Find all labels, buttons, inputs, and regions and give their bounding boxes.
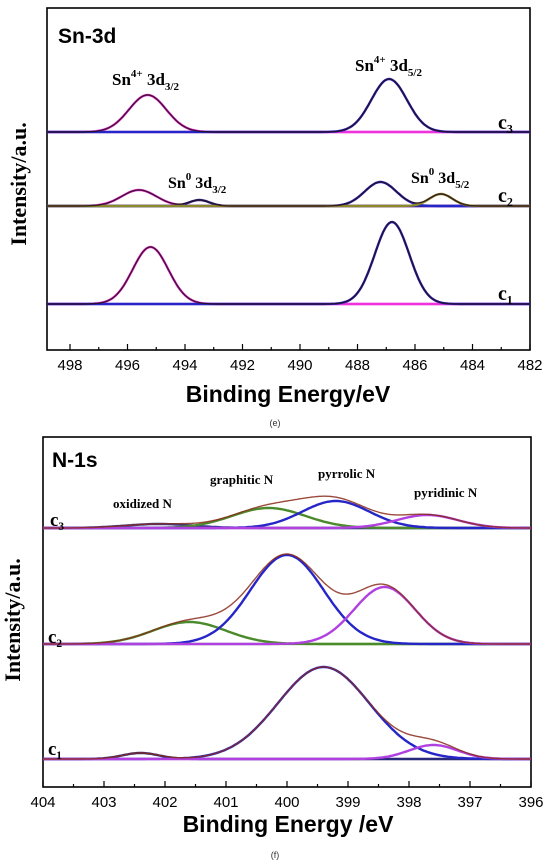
envelope-curve-3 xyxy=(47,221,530,305)
n-1s-y-axis-label: Intensity/a.u. xyxy=(0,558,25,681)
fit-component-3-3 xyxy=(43,743,531,761)
fit-component-1-1 xyxy=(47,93,530,134)
envelope-curve-2 xyxy=(47,181,530,207)
x-tick-label: 494 xyxy=(172,357,197,374)
fit-component-3-2 xyxy=(43,665,531,761)
x-tick-label: 486 xyxy=(402,357,427,374)
x-tick-label: 482 xyxy=(517,357,542,374)
n-1s-title: N-1s xyxy=(52,449,98,472)
series-label-c1: c₁ xyxy=(498,283,513,305)
series-label-c3: c₃ xyxy=(498,112,513,134)
x-tick-label: 397 xyxy=(457,794,482,811)
sn-3d-x-axis-label: Binding Energy/eV xyxy=(186,381,391,407)
envelope-curve-1 xyxy=(43,495,531,529)
annotation-graphitic-n: graphitic N xyxy=(210,472,274,487)
panel-f-caption: (f) xyxy=(271,850,280,860)
x-tick-label: 396 xyxy=(518,794,543,811)
x-tick-label: 401 xyxy=(213,794,238,811)
series-label-c2: c₂ xyxy=(498,185,513,207)
series-label-c2: c₂ xyxy=(48,627,62,648)
panel-e-caption: (e) xyxy=(270,418,281,428)
x-tick-label: 403 xyxy=(91,794,116,811)
fit-component-2-2 xyxy=(43,553,531,646)
annotation-sn0-3d32: Sn0 3d3/2 xyxy=(168,171,227,196)
n-1s-x-axis-label: Binding Energy /eV xyxy=(183,811,395,837)
x-tick-label: 402 xyxy=(152,794,177,811)
envelope-curve-2 xyxy=(43,553,531,645)
x-tick-label: 404 xyxy=(30,794,55,811)
annotation-pyrrolic-n: pyrrolic N xyxy=(318,466,376,481)
envelope-curve-1 xyxy=(47,78,530,133)
x-tick-label: 400 xyxy=(274,794,299,811)
x-tick-label: 496 xyxy=(115,357,140,374)
annotation-pyridinic-n: pyridinic N xyxy=(414,485,478,500)
sn-3d-title: Sn-3d xyxy=(58,25,116,48)
x-tick-label: 399 xyxy=(335,794,360,811)
annotation-oxidized-n: oxidized N xyxy=(113,496,172,511)
envelope-curve-3 xyxy=(43,666,531,760)
annotation-sn4-3d52: Sn4+ 3d5/2 xyxy=(355,54,422,79)
fit-component-2-3 xyxy=(43,585,531,646)
series-label-c1: c₁ xyxy=(48,739,62,760)
x-tick-label: 488 xyxy=(345,357,370,374)
x-tick-label: 490 xyxy=(287,357,312,374)
x-tick-label: 398 xyxy=(396,794,421,811)
fit-component-3-1 xyxy=(47,245,530,306)
x-tick-label: 492 xyxy=(230,357,255,374)
sn-3d-y-axis-label: Intensity/a.u. xyxy=(6,122,31,245)
x-tick-label: 498 xyxy=(57,357,82,374)
n-1s-panel: 404 403 402 401 400 399 398 397 396 N-1s Binding… xyxy=(0,436,544,860)
sn-3d-panel: 498 496 494 492 490 488 486 484 482 Sn-3d Bindin… xyxy=(6,7,543,428)
x-tick-label: 484 xyxy=(460,357,485,374)
annotation-sn4-3d32: Sn4+ 3d3/2 xyxy=(112,68,179,93)
sn-3d-plot-frame xyxy=(46,7,531,351)
series-label-c3: c₃ xyxy=(50,510,64,531)
annotation-sn0-3d52: Sn0 3d5/2 xyxy=(411,166,470,191)
fit-component-2-4 xyxy=(47,192,530,208)
